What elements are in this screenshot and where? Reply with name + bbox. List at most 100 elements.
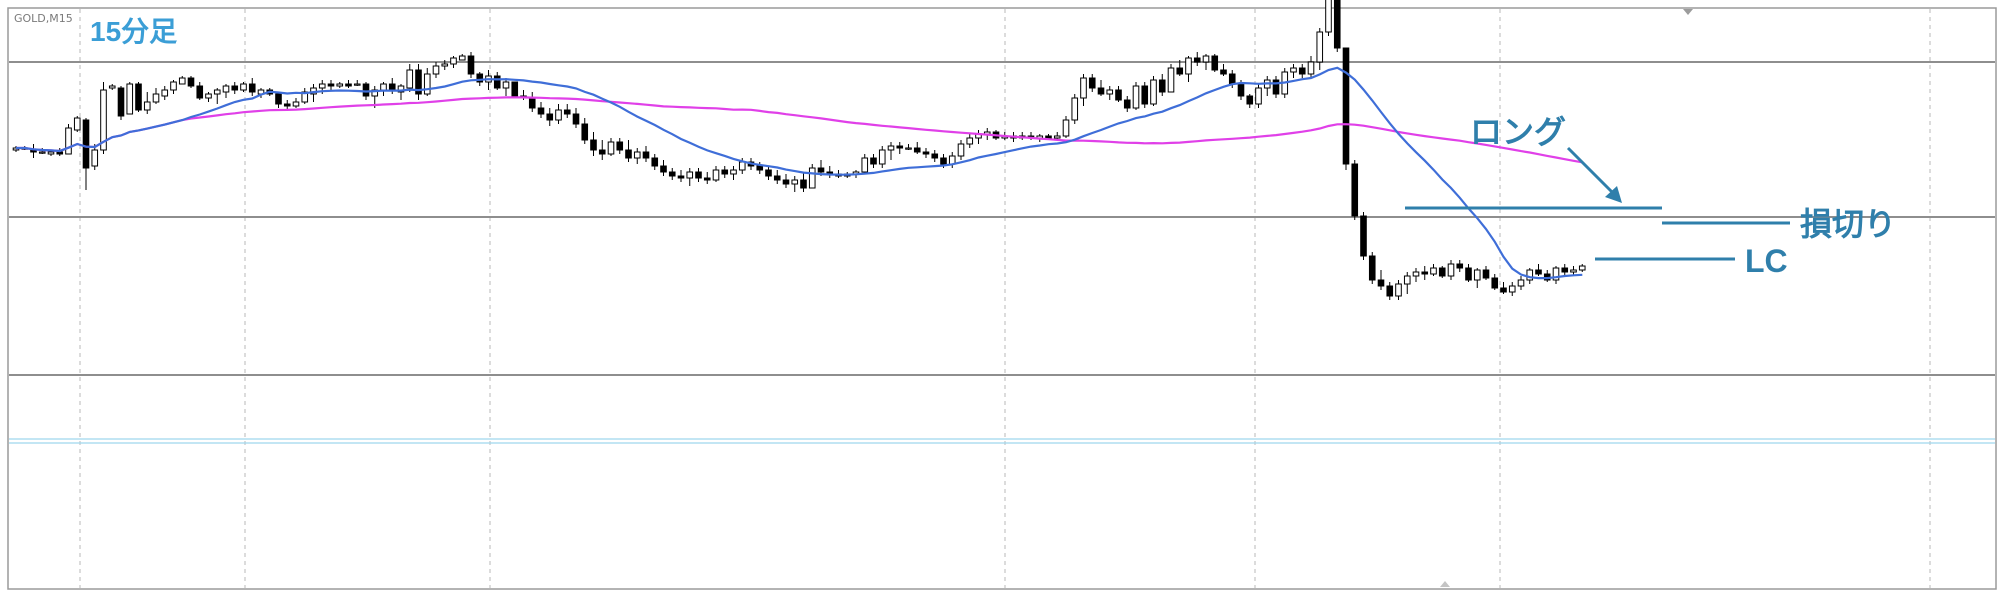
candle-body	[1141, 85, 1149, 105]
candle-body	[695, 171, 702, 179]
candle-body	[275, 93, 282, 105]
scroll-marker-bottom[interactable]	[1440, 581, 1450, 587]
candle-body	[1088, 77, 1096, 89]
candle-body	[1421, 271, 1429, 275]
candle-body	[1325, 0, 1332, 33]
candle-body	[283, 103, 291, 107]
candle-body	[178, 77, 186, 85]
candle-body	[65, 127, 72, 155]
candle-body	[1053, 135, 1061, 139]
candle-body	[712, 169, 720, 181]
candle-body	[231, 85, 239, 91]
candle-body	[1316, 31, 1324, 63]
candle-body	[1115, 89, 1122, 101]
candle-body	[1403, 275, 1411, 285]
candle-body	[1272, 79, 1280, 95]
level-lines	[9, 61, 1995, 444]
candle-body	[248, 83, 256, 93]
candle-body	[590, 139, 597, 151]
candle-body	[1228, 73, 1236, 85]
long-annotation: ロング	[1470, 114, 1566, 150]
candle-body	[896, 145, 904, 149]
candle-body	[931, 153, 939, 159]
candle-body	[528, 97, 536, 109]
candle-body	[625, 149, 632, 159]
candle-body	[660, 165, 667, 173]
candle-body	[493, 75, 501, 89]
candle-body	[327, 83, 335, 87]
candle-body	[135, 83, 142, 111]
candle-body	[161, 89, 169, 97]
candle-body	[91, 149, 99, 167]
candle-body	[782, 179, 790, 185]
candle-body	[572, 113, 580, 125]
candle-body	[651, 157, 659, 167]
candle-body	[406, 69, 414, 89]
candle-body	[187, 77, 195, 87]
candle-body	[1307, 61, 1315, 75]
candle-body	[1237, 83, 1245, 97]
candle-body	[1360, 215, 1367, 257]
candle-body	[170, 81, 177, 91]
candle-body	[1368, 255, 1376, 281]
candle-body	[1456, 263, 1464, 269]
candle-body	[380, 83, 387, 91]
candle-body	[1412, 271, 1420, 277]
long-arrow-head	[1605, 186, 1622, 203]
candle-body	[205, 93, 212, 99]
candle-body	[922, 151, 930, 155]
candle-body	[1062, 119, 1070, 137]
candle-body	[1097, 87, 1105, 95]
candle-body	[555, 109, 562, 121]
chart-frame	[7, 7, 1997, 590]
ma-fast-line	[16, 66, 1583, 280]
candle-body	[878, 149, 886, 165]
annotations	[1405, 146, 1790, 261]
candle-body	[476, 73, 484, 83]
candle-body	[1438, 267, 1446, 277]
candle-body	[1123, 99, 1131, 109]
candle-body	[222, 85, 230, 93]
candle-body	[467, 55, 475, 75]
candle-body	[143, 101, 151, 111]
candle-body	[861, 157, 869, 173]
candle-body	[1465, 267, 1472, 281]
candle-body	[100, 89, 107, 151]
candle-body	[38, 151, 46, 154]
candle-body	[1342, 47, 1350, 165]
candle-body	[1202, 55, 1210, 63]
candle-body	[371, 89, 379, 97]
candle-body	[441, 63, 449, 67]
candle-body	[1158, 79, 1166, 93]
candle-body	[1386, 285, 1394, 297]
candle-body	[1526, 269, 1534, 281]
candle-body	[1333, 0, 1341, 49]
candle-body	[537, 107, 545, 115]
timeframe-label: 15分足	[90, 16, 177, 47]
candle-body	[738, 161, 746, 171]
candle-body	[1211, 55, 1219, 71]
candle-body	[1578, 265, 1586, 271]
candle-body	[1220, 69, 1227, 75]
candle-body	[1298, 67, 1306, 75]
candle-body	[1447, 263, 1455, 277]
stop-loss-annotation: 損切り	[1800, 206, 1896, 242]
candle-body	[677, 175, 685, 179]
candle-body	[730, 169, 737, 175]
candle-body	[1570, 269, 1577, 273]
candle-body	[1132, 85, 1140, 109]
scroll-marker-top[interactable]	[1683, 9, 1693, 15]
ma-slow-line	[16, 96, 1583, 164]
candle-body	[1071, 97, 1079, 121]
candle-body	[1517, 279, 1525, 287]
candle-body	[47, 151, 55, 155]
candle-body	[598, 149, 606, 155]
candle-body	[1246, 95, 1254, 105]
candle-body	[1106, 89, 1114, 95]
candle-body	[240, 83, 247, 91]
candle-body	[703, 177, 711, 181]
candle-body	[870, 157, 877, 165]
candle-body	[1473, 269, 1481, 281]
candle-body	[765, 169, 772, 177]
